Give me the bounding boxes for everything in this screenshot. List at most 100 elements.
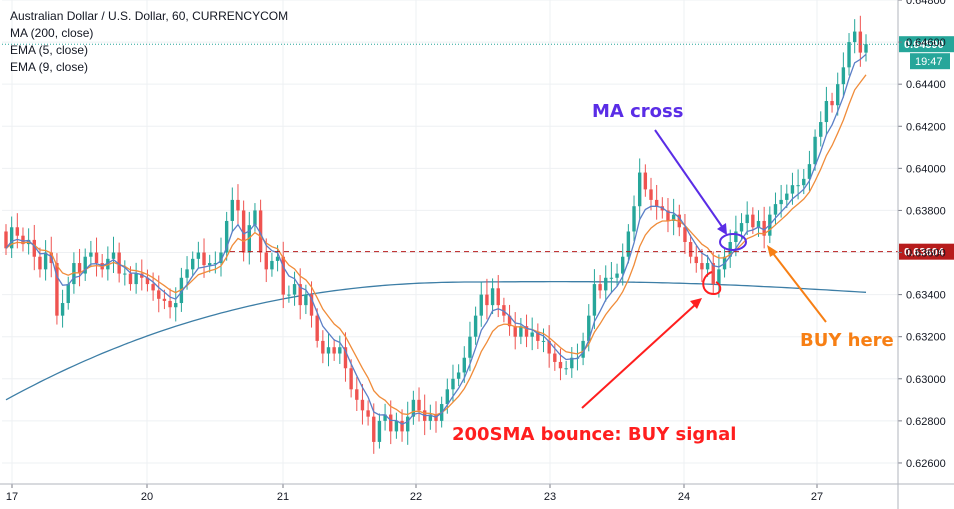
candle-body	[796, 185, 800, 187]
candle-body	[711, 263, 715, 285]
candle-body	[502, 305, 506, 316]
candle-body	[38, 256, 42, 270]
candle-body	[790, 185, 795, 194]
candle-body	[394, 420, 399, 432]
candle-body	[9, 227, 14, 249]
candle-body	[117, 252, 121, 274]
candle-body	[456, 372, 461, 379]
candle-body	[830, 101, 834, 106]
candle-body	[836, 84, 840, 106]
x-tick-label: 22	[410, 491, 422, 503]
price-levels: 0.63604 0.64590 19:47	[2, 36, 954, 260]
candle-body	[191, 258, 195, 270]
candle-body	[643, 172, 648, 190]
candle-body	[111, 252, 116, 259]
candle-body	[128, 273, 133, 285]
candle-body	[745, 214, 749, 224]
candle-body	[762, 220, 766, 236]
candle-body	[389, 414, 393, 432]
candle-body	[213, 263, 218, 265]
candle-body	[496, 288, 500, 306]
candle-body	[536, 332, 540, 341]
candle-body	[473, 315, 478, 337]
candle-body	[94, 252, 99, 264]
ema9-line	[5, 74, 867, 416]
candle-body	[253, 210, 257, 226]
buy-here-arrow-line	[771, 251, 827, 323]
candle-body	[609, 277, 614, 279]
candle-body	[756, 220, 761, 228]
candle-body	[451, 378, 455, 390]
candle-body	[541, 340, 546, 342]
candle-body	[468, 336, 472, 358]
candle-body	[106, 258, 110, 270]
bounce-label: 200SMA bounce: BUY signal	[452, 424, 736, 445]
legend-ma200[interactable]: MA (200, close)	[10, 26, 94, 40]
candle-body	[553, 353, 557, 362]
support-label: 0.63604	[904, 247, 945, 259]
candle-body	[649, 189, 653, 200]
candle-body	[773, 204, 778, 215]
candle-body	[179, 277, 184, 304]
candle-body	[32, 239, 36, 257]
ma-cross-arrow-line	[654, 129, 724, 229]
x-tick-label: 27	[811, 491, 823, 503]
candle-body	[372, 416, 376, 442]
candle-body	[587, 315, 591, 341]
buy-here-arrowhead	[767, 245, 778, 257]
candle-body	[694, 256, 698, 264]
candle-body	[400, 420, 404, 432]
x-tick-label: 21	[277, 491, 289, 503]
candle-body	[739, 223, 744, 232]
countdown-label: 19:47	[915, 56, 943, 68]
candle-body	[230, 199, 235, 221]
candle-body	[360, 399, 365, 411]
ma-cross-ellipse	[719, 233, 747, 251]
candle-body	[570, 357, 574, 369]
candle-body	[734, 231, 738, 242]
candle-body	[15, 227, 20, 236]
legend-ema5[interactable]: EMA (5, close)	[10, 43, 89, 57]
candle-body	[315, 315, 319, 341]
candle-body	[581, 340, 585, 358]
chart-title: Australian Dollar / U.S. Dollar, 60, CUR…	[10, 9, 289, 23]
candle-body	[558, 361, 563, 369]
candle-body	[264, 252, 268, 270]
candle-body	[349, 368, 353, 390]
candle-body	[343, 347, 348, 369]
candle-body	[847, 42, 851, 68]
y-tick-label: 0.64200	[906, 121, 946, 133]
candle-body	[287, 294, 291, 296]
candle-body	[292, 284, 297, 295]
candle-body	[145, 277, 150, 285]
candle-body	[852, 31, 857, 43]
candle-body	[671, 214, 676, 221]
candle-body	[411, 399, 416, 417]
candle-body	[134, 273, 138, 285]
candle-body	[326, 347, 331, 354]
candle-body	[428, 414, 433, 421]
candle-body	[219, 252, 223, 264]
bounce-arrow-line	[581, 303, 697, 409]
candle-body	[202, 252, 206, 266]
candle-body	[485, 294, 489, 306]
candle-body	[66, 284, 70, 304]
legend-ema9[interactable]: EMA (9, close)	[10, 60, 89, 74]
candle-body	[858, 31, 863, 53]
candle-body	[332, 347, 336, 354]
y-tick-label: 0.63400	[906, 290, 946, 302]
x-tick-label: 23	[544, 491, 556, 503]
candle-body	[824, 101, 829, 123]
candle-body	[185, 269, 189, 278]
candle-body	[779, 199, 783, 205]
buy-here-label: BUY here	[800, 330, 894, 351]
ma200-line	[5, 280, 867, 401]
candle-body	[21, 235, 25, 245]
y-tick-label: 0.62600	[906, 458, 946, 470]
last-price-label-bg	[899, 36, 954, 53]
candle-body	[507, 315, 512, 327]
ema-layer	[5, 53, 867, 425]
